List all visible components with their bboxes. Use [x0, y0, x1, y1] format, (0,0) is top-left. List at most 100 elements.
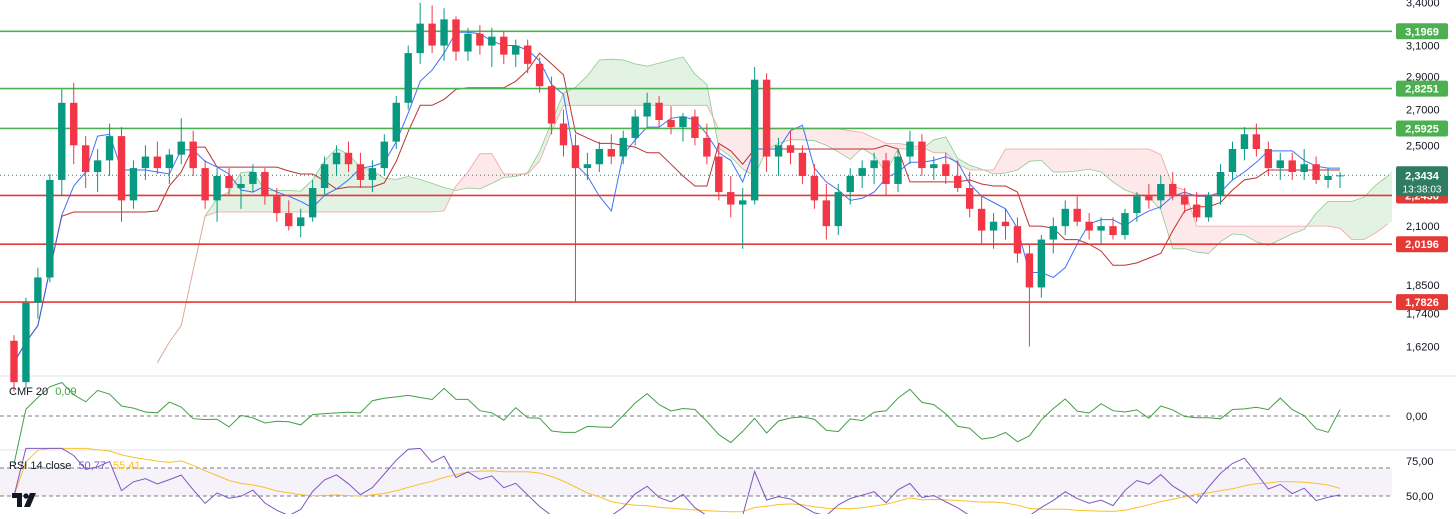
candle-body [380, 141, 389, 169]
cloud-segment [659, 59, 672, 106]
cloud-segment [718, 128, 731, 157]
candle-body [213, 175, 221, 201]
rsi-legend[interactable]: RSI 14 close 50,77 55,41 [9, 460, 141, 472]
cloud-segment [957, 158, 970, 171]
candle-body [416, 23, 424, 54]
candle-body [882, 160, 890, 184]
cloud-segment [1065, 149, 1078, 173]
cloud-segment [682, 56, 695, 106]
candle-body [34, 277, 42, 303]
cloud-segment [1220, 226, 1233, 242]
candle-body [989, 221, 998, 231]
candle-body [834, 192, 842, 227]
cloud-segment [1232, 226, 1245, 236]
cloud-segment [1041, 149, 1054, 173]
cloud-segment [599, 59, 612, 106]
level-tag-label-2: 2,5925 [1405, 123, 1439, 135]
cmf-value: 0,09 [55, 386, 77, 398]
candle-body [715, 156, 723, 193]
rsi-label: RSI 14 close [9, 460, 72, 472]
cloud-segment [1328, 201, 1340, 229]
cloud-segment [1089, 149, 1102, 173]
candle-body [643, 102, 651, 117]
candle-body [58, 102, 66, 180]
candle-body [512, 45, 520, 55]
cloud-segment [587, 59, 600, 106]
candle-body [404, 53, 412, 103]
candle-body [595, 149, 604, 165]
cloud-segment [933, 137, 946, 153]
candle-body [1025, 253, 1034, 288]
candle-body [1336, 175, 1344, 177]
level-tag-label-1: 2,8251 [1405, 84, 1439, 96]
candle-body [46, 179, 54, 278]
cloud-segment [921, 139, 934, 153]
cloud-segment [1113, 149, 1125, 191]
candle-body [1204, 196, 1213, 218]
candle-body [1073, 208, 1081, 222]
price-tick-label: 3,1000 [1406, 41, 1440, 53]
candle-body [1216, 172, 1225, 197]
level-tag-label-0: 3,1969 [1405, 26, 1439, 38]
candle-body [189, 141, 197, 169]
candle-body [428, 23, 436, 46]
cloud-segment [826, 128, 839, 152]
cloud-segment [945, 137, 958, 165]
candle-body [559, 123, 568, 146]
cloud-segment [1280, 226, 1293, 240]
candle-body [1037, 239, 1046, 288]
price-tick-label: 2,9000 [1406, 71, 1440, 83]
candle-body [607, 149, 616, 157]
cloud-segment [1124, 149, 1137, 195]
candle-body [165, 154, 174, 169]
candle-body [464, 33, 472, 52]
cloud-segment [635, 63, 648, 106]
candle-body [70, 102, 78, 146]
tradingview-logo[interactable] [12, 491, 42, 509]
level-tag-1 [1396, 80, 1448, 97]
price-tick-label: 2,1000 [1406, 221, 1440, 233]
candle-body [691, 116, 699, 138]
last-price-tag [1396, 166, 1448, 197]
last-price-label: 2,3434 [1405, 170, 1440, 182]
candle-body [523, 45, 532, 64]
level-tag-label-5: 1,7826 [1405, 297, 1439, 309]
cloud-segment [694, 74, 707, 106]
cmf-legend[interactable]: CMF 20 0,09 [9, 386, 77, 398]
cloud-segment [1375, 175, 1388, 233]
price-tick-label: 1,8500 [1406, 280, 1440, 292]
price-tick-label: 3,4000 [1406, 0, 1440, 10]
candle-body [810, 175, 819, 201]
candle-body [1157, 183, 1165, 201]
cloud-segment [1387, 170, 1392, 224]
candle-body [1097, 226, 1105, 231]
candle-body [201, 168, 209, 201]
candle-body [1300, 164, 1308, 173]
cloud-segment [432, 183, 445, 212]
candle-body [476, 33, 484, 46]
cloud-segment [850, 130, 863, 160]
cloud-segment [408, 176, 421, 212]
cmf-zero-tick: 0,00 [1406, 411, 1427, 423]
candle-body [93, 160, 102, 173]
candle-body [10, 340, 18, 383]
candle-body [798, 152, 807, 176]
cmf-line [13, 381, 1341, 465]
price-tick-label: 2,7000 [1406, 105, 1440, 117]
last-price-countdown: 13:38:03 [1403, 184, 1442, 195]
candle-body [1085, 221, 1093, 231]
candle-body [870, 160, 878, 169]
cloud-segment [1340, 201, 1352, 240]
cloud-segment [1196, 226, 1209, 254]
candle-body [273, 196, 281, 214]
cloud-segment [1316, 201, 1329, 227]
candle-body [1276, 160, 1284, 169]
cloud-segment [1244, 226, 1257, 242]
cloud-segment [778, 128, 791, 144]
candle-body [237, 183, 245, 188]
level-tag-0 [1396, 23, 1448, 40]
rsi-ma-line [13, 447, 1341, 513]
price-tick-label: 1,6200 [1406, 341, 1440, 353]
